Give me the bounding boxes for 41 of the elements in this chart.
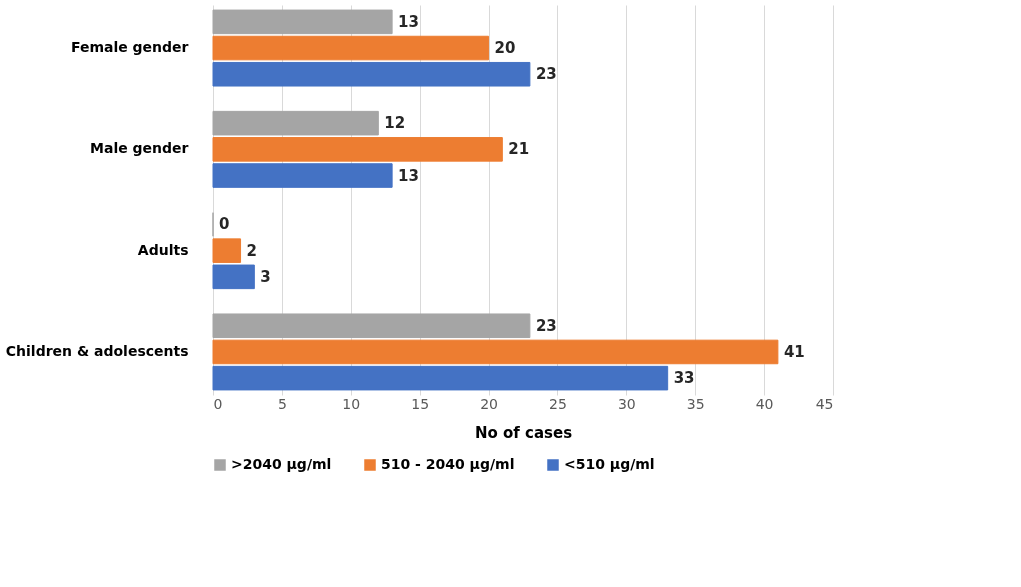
x-tick-label: 30 <box>617 395 636 412</box>
data-label: 0 <box>219 215 230 234</box>
x-tick-label: 25 <box>549 395 567 412</box>
data-label: 21 <box>508 140 530 159</box>
bar <box>212 9 393 35</box>
bar <box>212 137 503 162</box>
y-tick-label: Female gender <box>70 39 189 56</box>
bar <box>212 163 393 188</box>
data-label: 20 <box>494 39 516 58</box>
y-tick-label: Adults <box>137 241 189 258</box>
legend-label: <510 µg/ml <box>564 456 655 472</box>
x-tick-label: 5 <box>277 395 287 412</box>
bar <box>212 313 531 339</box>
bar <box>212 238 242 263</box>
bar <box>212 35 490 61</box>
x-tick-label: 35 <box>686 395 705 412</box>
x-tick-label: 45 <box>815 395 834 412</box>
data-label: 23 <box>535 65 557 84</box>
data-label: 41 <box>783 342 805 361</box>
x-tick-label: 20 <box>480 395 498 412</box>
legend-label: >2040 µg/ml <box>231 456 332 472</box>
data-label: 23 <box>535 316 557 335</box>
data-label: 13 <box>398 166 419 185</box>
y-tick-label: Male gender <box>90 140 189 157</box>
legend-label: 510 - 2040 µg/ml <box>381 456 515 472</box>
x-tick-label: 0 <box>213 395 223 412</box>
bar <box>212 61 531 87</box>
data-label: 13 <box>398 12 419 31</box>
bar <box>212 110 379 136</box>
data-label: 33 <box>673 369 695 388</box>
x-tick-label: 10 <box>342 395 361 412</box>
data-label: 2 <box>246 241 257 260</box>
x-axis-title: No of cases <box>474 423 573 442</box>
data-label: 3 <box>260 267 271 286</box>
x-tick-label: 15 <box>411 395 430 412</box>
bar <box>212 365 669 391</box>
x-tick-label: 40 <box>755 395 774 412</box>
data-label: 12 <box>384 114 406 133</box>
y-tick-label: Children & adolescents <box>5 342 189 359</box>
bar <box>212 339 779 365</box>
bar <box>212 264 255 290</box>
